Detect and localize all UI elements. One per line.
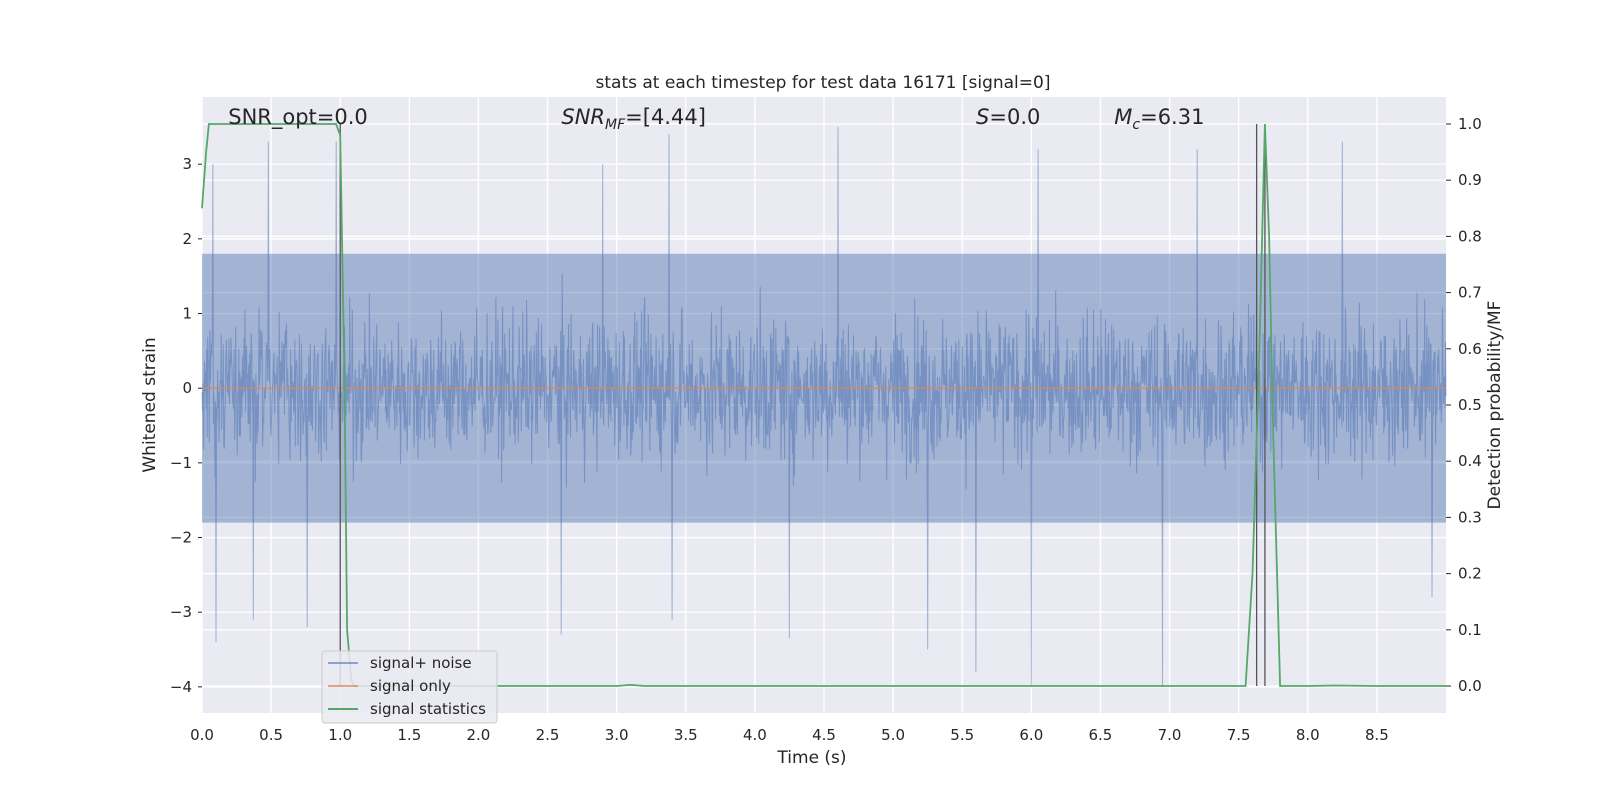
y-right-axis-ticks: 1.0 0.9 0.8 0.7 0.6 0.5 0.4 0.3 0.2 0.1 0.0 [1446,115,1482,695]
y-left-tick-label-4: −1 [170,454,192,472]
y-right-tick-label-2: 0.8 [1458,227,1482,245]
y-right-tick-label-10: 0.0 [1458,677,1482,695]
y-right-tick-label-7: 0.3 [1458,508,1482,526]
annotation-3: Mc=6.31 [1114,105,1204,133]
y-right-tick-label-6: 0.4 [1458,452,1482,470]
x-tick-label-6: 3.0 [605,726,629,744]
noise-trace [201,126,1447,687]
x-tick-label-8: 4.0 [743,726,767,744]
series-signal-statistics [201,123,1446,687]
x-tick-label-9: 4.5 [812,726,836,744]
y-right-tick-label-3: 0.7 [1458,284,1482,302]
annotation-0: SNR_opt=0.0 [228,105,368,130]
x-tick-label-1: 0.5 [259,726,283,744]
y-left-axis-ticks: 3 2 1 0 −1 −2 −3 −4 [170,155,202,696]
x-tick-label-17: 8.5 [1365,726,1389,744]
y-right-tick-label-9: 0.1 [1458,621,1482,639]
annotation-2: S=0.0 [976,105,1040,129]
x-tick-label-13: 6.5 [1089,726,1113,744]
legend-label-signal-only: signal only [370,677,451,695]
y-right-tick-label-0: 1.0 [1458,115,1482,133]
y-left-tick-label-3: 0 [182,379,192,397]
y-left-tick-label-7: −4 [170,678,192,696]
y-left-tick-label-1: 2 [182,230,192,248]
x-tick-label-11: 5.5 [950,726,974,744]
y-right-tick-label-8: 0.2 [1458,565,1482,583]
y-right-tick-label-4: 0.6 [1458,340,1482,358]
x-tick-label-14: 7.0 [1158,726,1182,744]
y-right-tick-label-1: 0.9 [1458,171,1482,189]
x-tick-label-0: 0.0 [190,726,214,744]
x-tick-label-12: 6.0 [1019,726,1043,744]
x-tick-label-3: 1.5 [397,726,421,744]
y-left-axis-label: Whitened strain [140,337,160,472]
vertical-markers [339,123,1266,687]
y-right-axis-label: Detection probability/MF [1485,301,1505,510]
y-left-tick-label-0: 3 [182,155,192,173]
x-tick-label-5: 2.5 [536,726,560,744]
y-right-tick-label-5: 0.5 [1458,396,1482,414]
legend-label-signal-noise: signal+ noise [370,654,472,672]
y-left-tick-label-2: 1 [182,305,192,323]
legend-box [321,650,498,724]
x-tick-label-15: 7.5 [1227,726,1251,744]
x-axis-label: Time (s) [776,748,846,768]
signal-statistics-line [201,123,1446,687]
legend: signal+ noise signal only signal statist… [321,650,498,724]
x-axis-ticks: 0.0 0.5 1.0 1.5 2.0 2.5 3.0 3.5 4.0 4.5 5.0 5.5 6.0 6… [190,726,1389,744]
y-left-tick-label-6: −3 [170,603,192,621]
x-tick-label-16: 8.0 [1296,726,1320,744]
x-tick-label-7: 3.5 [674,726,698,744]
y-left-tick-label-5: −2 [170,529,192,547]
x-tick-label-4: 2.0 [467,726,491,744]
annotation-1: SNRMF=[4.44] [561,105,706,133]
chart-title: stats at each timestep for test data 161… [596,73,1051,93]
annotations: SNR_opt=0.0 SNRMF=[4.44] S=0.0 Mc=6.31 [228,105,1204,133]
x-tick-label-10: 5.0 [881,726,905,744]
x-tick-label-2: 1.0 [328,726,352,744]
legend-label-signal-statistics: signal statistics [370,700,486,718]
